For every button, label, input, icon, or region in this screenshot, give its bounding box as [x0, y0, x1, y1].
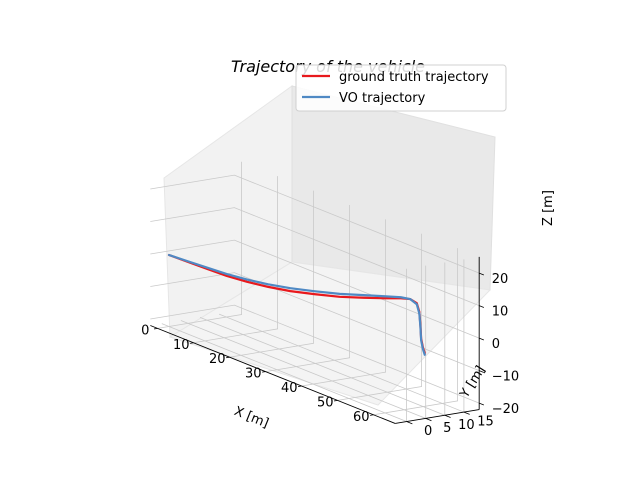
grid-line-x	[229, 190, 314, 358]
grid-line-z	[150, 207, 480, 306]
y-tick-label: 15	[477, 415, 494, 430]
x-tick-label: 60	[353, 410, 370, 425]
grid-lines	[150, 161, 480, 423]
z-tick	[479, 337, 485, 341]
series-layer	[167, 253, 426, 356]
y-tick-label: 10	[458, 418, 475, 433]
z-axis-label: Z [m]	[541, 190, 556, 226]
legend-box	[295, 64, 507, 112]
legend: ground truth trajectory VO trajectory	[295, 64, 507, 112]
x-tick-label: 50	[317, 395, 334, 410]
x-tick-label: 20	[209, 352, 226, 367]
y-tick-label: 0	[424, 424, 432, 439]
y-tick	[463, 411, 470, 415]
x-axis-line	[150, 325, 396, 424]
grid-line-x	[265, 204, 350, 372]
y-tick	[425, 418, 432, 422]
z-tick-label: 20	[492, 272, 509, 287]
z-tick-label: 10	[492, 305, 509, 320]
grid-line-z	[150, 272, 480, 371]
z-tick-label: 0	[492, 337, 500, 352]
grid-line-x	[193, 176, 278, 344]
y-tick-label: 5	[443, 421, 451, 436]
x-tick-label: 0	[141, 323, 149, 338]
x-tick-label: 30	[245, 367, 262, 382]
y-axis-line	[395, 409, 480, 424]
grid-line-x	[373, 248, 458, 416]
z-tick	[479, 272, 485, 276]
grid-line-z	[150, 304, 480, 404]
x-tick-label: 40	[281, 381, 298, 396]
legend-label-vo: VO trajectory	[339, 91, 426, 106]
axis-panes	[163, 85, 496, 406]
z-tick-label: −20	[492, 402, 519, 417]
y-tick	[444, 414, 451, 418]
axis-lines	[150, 256, 485, 425]
legend-label-ground-truth: ground truth trajectory	[339, 70, 489, 85]
grid-line-x	[337, 233, 422, 401]
z-tick	[479, 305, 485, 308]
x-axis-label: X [m]	[232, 404, 271, 431]
grid-line-z	[150, 239, 480, 339]
x-tick-label: 10	[173, 338, 190, 353]
y-axis-label: Y [m]	[457, 363, 489, 401]
series-line-vo	[167, 253, 426, 356]
grid-line-x	[157, 161, 242, 329]
z-tick	[479, 402, 485, 406]
back-pane	[291, 85, 496, 291]
grid-line-x	[301, 219, 386, 387]
z-tick-label: −10	[492, 370, 519, 385]
grid-line-z	[150, 174, 480, 274]
z-tick	[479, 370, 485, 373]
y-tick	[406, 421, 413, 425]
